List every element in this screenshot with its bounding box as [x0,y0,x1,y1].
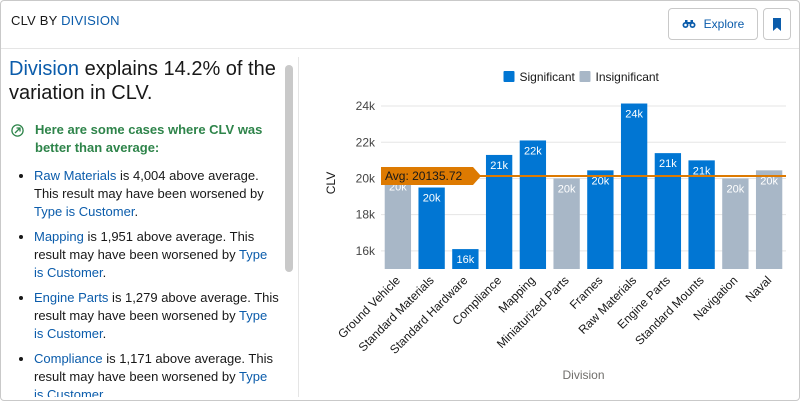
bar-navigation[interactable] [722,178,749,269]
y-tick-label: 16k [356,244,376,258]
legend-label-insignificant: Insignificant [596,70,660,84]
item-text: is 1,279 above average. This result may … [34,290,279,323]
bar-data-label: 21k [693,165,711,177]
scrollbar-thumb[interactable] [285,65,293,272]
y-tick-label: 18k [356,208,376,222]
factor-link[interactable]: Type is Customer [34,308,268,341]
binoculars-icon [682,20,696,28]
widget-title: CLV BY DIVISION [11,13,120,28]
x-axis-title: Division [562,368,604,382]
list-item: Engine Parts is 1,279 above average. Thi… [34,289,279,343]
variation-summary: Division explains 14.2% of the variation… [9,57,279,105]
category-link[interactable]: Engine Parts [34,290,109,305]
cases-heading: Here are some cases where CLV was better… [9,121,279,157]
bar-naval[interactable] [755,170,783,269]
factor-link[interactable]: Type is Customer [34,204,135,219]
factor-link[interactable]: Type is Customer [34,369,268,397]
bar-standard-mounts[interactable] [688,160,715,269]
bar-data-label: 21k [659,158,677,170]
explore-button[interactable]: Explore [668,8,758,40]
item-text: is 1,951 above average. This result may … [34,229,255,262]
explore-label: Explore [703,17,745,31]
item-end: . [102,326,107,341]
bar-data-label: 22k [524,145,542,157]
bar-data-label: 16k [457,254,475,266]
bar-data-label: 20k [592,175,610,187]
factor-link[interactable]: Type is Customer [34,247,268,280]
average-label-badge [381,167,481,186]
item-end: . [102,387,107,397]
bar-raw-materials[interactable] [620,103,648,269]
bookmark-icon [773,17,781,31]
legend-swatch-significant [503,71,515,82]
list-item: Compliance is 1,171 above average. This … [34,350,279,397]
cases-list: Raw Materials is 4,004 above average. Th… [9,167,279,397]
bar-data-label: 20k [558,183,576,195]
title-dimension-link[interactable]: DIVISION [61,13,120,28]
bookmark-button[interactable] [763,8,791,40]
bar-frames[interactable] [587,170,614,269]
y-tick-label: 24k [356,99,376,113]
bar-engine-parts[interactable] [654,153,682,269]
category-link[interactable]: Compliance [34,351,103,366]
bar-data-label: 21k [490,160,508,172]
summary-dimension-link[interactable]: Division [9,58,80,80]
bar-ground-vehicle[interactable] [384,176,412,269]
x-tick-label[interactable]: Naval [743,273,775,305]
item-end: . [102,265,107,280]
legend-label-significant: Significant [520,70,576,84]
list-item: Raw Materials is 4,004 above average. Th… [34,167,279,221]
bar-data-label: 20k [423,193,441,205]
legend-swatch-insignificant [579,71,591,82]
bar-compliance[interactable] [485,154,513,269]
list-item: Mapping is 1,951 above average. This res… [34,228,279,282]
bar-standard-hardware[interactable] [452,249,479,269]
bar-miniaturized-parts[interactable] [553,178,580,269]
y-tick-label: 20k [356,171,376,185]
item-text: is 4,004 above average. This result may … [34,168,264,201]
item-end: . [134,204,139,219]
average-label: Avg: 20135.72 [385,169,463,183]
insights-panel: Division explains 14.2% of the variation… [9,57,279,397]
trend-up-icon [11,124,24,137]
bar-data-label: 20k [760,175,778,187]
widget-header: CLV BY DIVISION Explore [1,1,799,49]
item-text: is 1,171 above average. This result may … [34,351,273,384]
insights-scrollbar[interactable] [285,65,293,395]
bar-data-label: 20k [727,183,745,195]
y-axis-title: CLV [324,172,338,194]
y-tick-label: 22k [356,135,376,149]
panel-divider [298,57,299,397]
title-prefix: CLV BY [11,13,58,28]
bar-mapping[interactable] [519,140,547,269]
category-link[interactable]: Mapping [34,229,84,244]
clv-bar-chart: Significant Insignificant 16k 18k 20k 22k 24k C… [324,70,786,382]
category-link[interactable]: Raw Materials [34,168,117,183]
summary-text: explains 14.2% of the variation in CLV. [9,58,276,104]
cases-heading-text: Here are some cases where CLV was better… [35,122,263,155]
bar-standard-materials[interactable] [418,187,445,269]
bar-data-label: 24k [625,109,643,121]
